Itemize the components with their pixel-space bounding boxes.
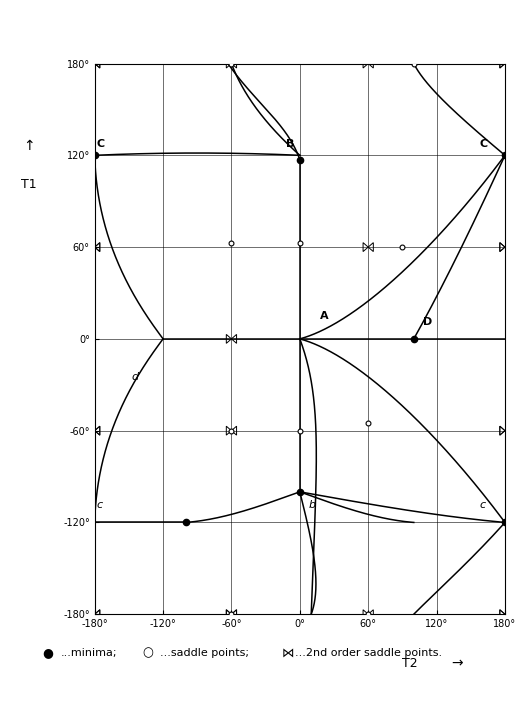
Text: d: d bbox=[131, 372, 138, 382]
Text: b: b bbox=[309, 501, 316, 510]
Text: c: c bbox=[97, 501, 103, 510]
Text: C: C bbox=[480, 139, 488, 149]
Text: →: → bbox=[452, 657, 463, 671]
Text: ↑: ↑ bbox=[23, 139, 35, 153]
Text: ...2nd order saddle points.: ...2nd order saddle points. bbox=[295, 648, 442, 658]
Text: D: D bbox=[423, 317, 432, 327]
Text: ⋈: ⋈ bbox=[281, 647, 294, 659]
Text: B: B bbox=[286, 139, 295, 149]
Text: T2: T2 bbox=[402, 657, 418, 670]
Text: c: c bbox=[480, 501, 486, 510]
Text: ○: ○ bbox=[142, 647, 153, 659]
Text: ●: ● bbox=[42, 647, 53, 659]
Text: ...minima;: ...minima; bbox=[60, 648, 117, 658]
Text: ...saddle points;: ...saddle points; bbox=[160, 648, 249, 658]
Text: C: C bbox=[97, 139, 105, 149]
Text: A: A bbox=[320, 311, 329, 321]
Text: T1: T1 bbox=[21, 178, 37, 191]
